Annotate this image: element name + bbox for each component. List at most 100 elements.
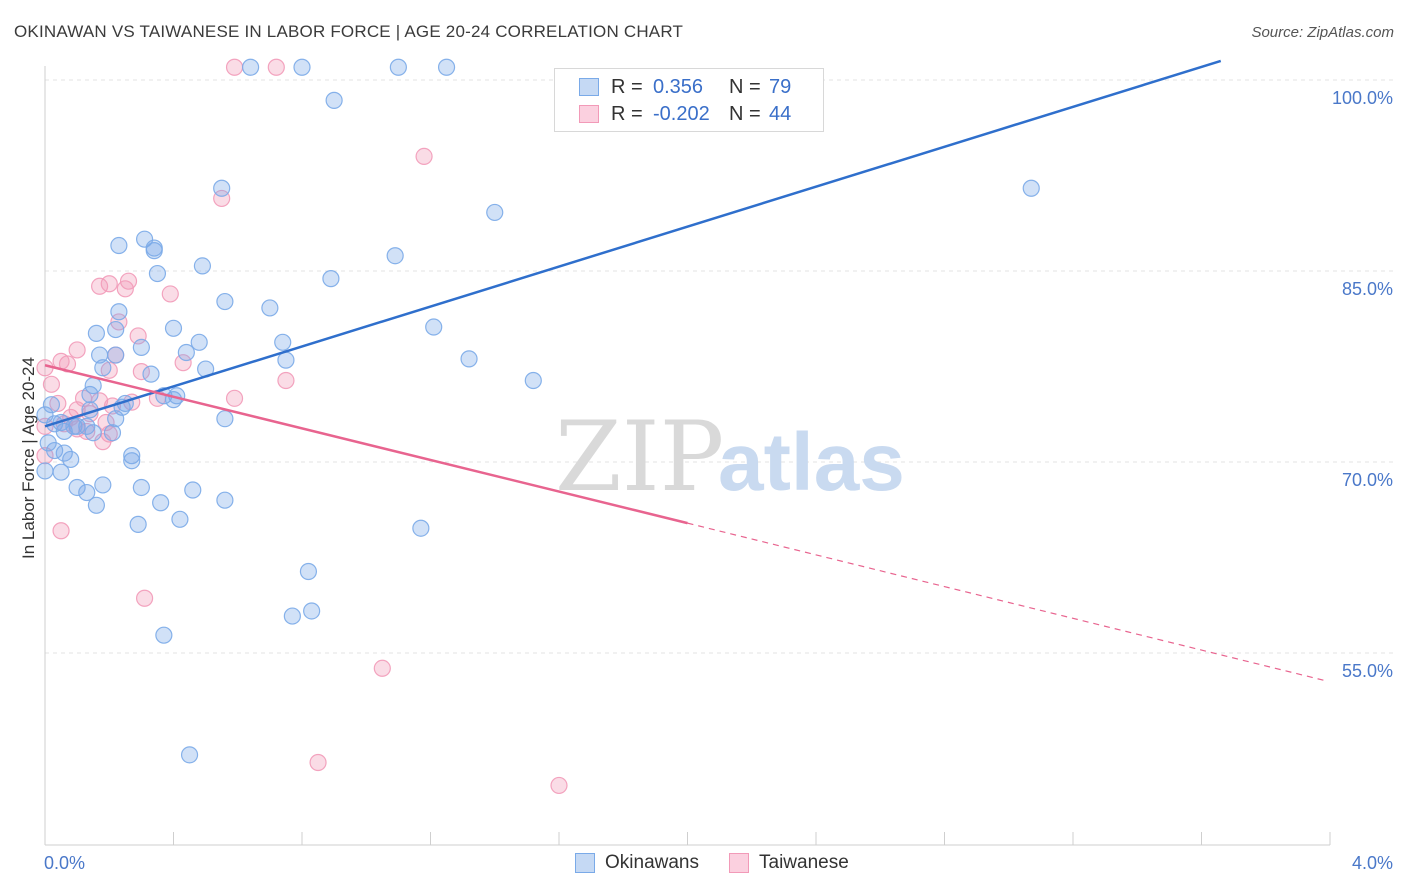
- okinawans-point: [107, 320, 125, 339]
- taiwanese-point: [132, 362, 150, 381]
- r-value: 0.356: [653, 75, 704, 98]
- n-label: N =: [729, 75, 761, 98]
- okinawans-point: [148, 264, 167, 283]
- y-tick-label: 70.0%: [1342, 470, 1393, 490]
- stats-legend: R = 0.356 N = 79 R = -0.202 N = 44: [554, 68, 824, 132]
- legend-label: Okinawans: [605, 852, 699, 873]
- gridlines: [45, 79, 1395, 654]
- taiwanese-point: [550, 776, 568, 795]
- okinawans-point: [132, 478, 150, 497]
- taiwanese-trend-extension: [687, 522, 1327, 682]
- okinawans-point: [216, 410, 234, 428]
- okinawans-point: [110, 236, 128, 255]
- okinawans-point: [412, 519, 430, 537]
- x-tick-label: 0.0%: [44, 853, 85, 873]
- taiwanese-point: [135, 589, 154, 607]
- okinawans-point: [55, 444, 73, 462]
- okinawans-point: [123, 452, 141, 470]
- taiwanese-trend-line: [44, 364, 688, 525]
- okinawans-point: [177, 343, 195, 362]
- okinawans-point: [216, 491, 234, 509]
- y-tick-label: 85.0%: [1342, 279, 1393, 299]
- okinawans-point: [190, 333, 208, 351]
- chart-title: OKINAWAN VS TAIWANESE IN LABOR FORCE | A…: [14, 22, 684, 41]
- taiwanese-point: [161, 285, 179, 303]
- okinawans-point: [129, 515, 147, 533]
- r-label: R =: [611, 75, 643, 98]
- watermark-zip: ZIP: [555, 401, 724, 513]
- okinawans-point: [94, 476, 112, 494]
- okinawans-point: [293, 58, 311, 76]
- legend-row-taiwanese: R = -0.202 N = 44: [579, 102, 791, 126]
- okinawans-point: [132, 338, 150, 356]
- okinawans-point: [87, 496, 106, 514]
- okinawans-point: [155, 626, 173, 644]
- okinawans-point: [46, 441, 64, 460]
- okinawans-point: [145, 242, 163, 260]
- taiwanese-point: [49, 394, 67, 413]
- okinawans-point: [171, 510, 189, 528]
- okinawans-point: [216, 292, 234, 311]
- okinawans-point: [277, 351, 295, 369]
- okinawans-point: [283, 607, 301, 625]
- okinawans-swatch: [579, 78, 599, 96]
- okinawans-point: [274, 333, 292, 351]
- taiwanese-point: [91, 277, 109, 295]
- source-credit: Source: ZipAtlas.com: [1251, 24, 1394, 41]
- okinawans-point: [103, 424, 122, 442]
- r-label: R =: [611, 102, 643, 125]
- okinawans-point: [524, 371, 542, 390]
- okinawans-point: [87, 324, 106, 342]
- taiwanese-point: [225, 58, 244, 76]
- n-value: 44: [769, 102, 792, 125]
- okinawans-point: [425, 318, 443, 336]
- taiwanese-swatch: [729, 853, 749, 873]
- r-value: -0.202: [653, 102, 710, 125]
- taiwanese-point: [213, 189, 231, 208]
- okinawans-point: [68, 478, 86, 497]
- taiwanese-point: [415, 147, 433, 165]
- okinawans-swatch: [575, 853, 595, 873]
- okinawans-point: [460, 350, 478, 368]
- taiwanese-swatch: [579, 105, 599, 123]
- trend-lines: [44, 59, 1327, 682]
- okinawans-point: [81, 385, 99, 404]
- okinawans-point: [386, 247, 404, 265]
- taiwanese-point: [78, 422, 96, 441]
- okinawans-point: [389, 58, 407, 76]
- taiwanese-point: [225, 389, 244, 407]
- legend-item-taiwanese[interactable]: Taiwanese: [729, 852, 849, 874]
- x-tick-label: 4.0%: [1352, 853, 1393, 873]
- y-tick-label: 100.0%: [1332, 88, 1393, 108]
- okinawans-point: [180, 746, 199, 764]
- watermark-atlas: atlas: [718, 417, 905, 508]
- okinawans-point: [94, 359, 112, 377]
- okinawans-point: [261, 299, 279, 317]
- watermark: ZIP atlas: [555, 401, 905, 513]
- okinawans-point: [437, 58, 456, 76]
- okinawans-point: [36, 462, 54, 480]
- taiwanese-point: [309, 753, 327, 772]
- legend-row-okinawans: R = 0.356 N = 79: [579, 75, 791, 99]
- taiwanese-point: [36, 447, 54, 465]
- n-label: N =: [729, 102, 761, 125]
- legend-item-okinawans[interactable]: Okinawans: [575, 852, 699, 874]
- series-legend: Okinawans Taiwanese: [575, 852, 879, 874]
- okinawans-point: [242, 58, 260, 76]
- okinawans-point: [123, 447, 141, 465]
- taiwanese-point: [373, 659, 391, 677]
- n-value: 79: [769, 75, 792, 98]
- y-tick-label: 55.0%: [1342, 661, 1393, 681]
- x-tick-labels: 0.0% 4.0%: [44, 853, 1393, 873]
- okinawans-point: [107, 346, 125, 364]
- taiwanese-point: [116, 280, 134, 298]
- taiwanese-point: [100, 275, 118, 293]
- taiwanese-point: [267, 58, 285, 76]
- okinawans-point: [303, 602, 321, 620]
- okinawans-point: [142, 365, 160, 383]
- okinawans-point: [62, 450, 80, 469]
- taiwanese-point: [52, 522, 70, 540]
- okinawans-point: [42, 396, 61, 414]
- taiwanese-point: [174, 354, 192, 372]
